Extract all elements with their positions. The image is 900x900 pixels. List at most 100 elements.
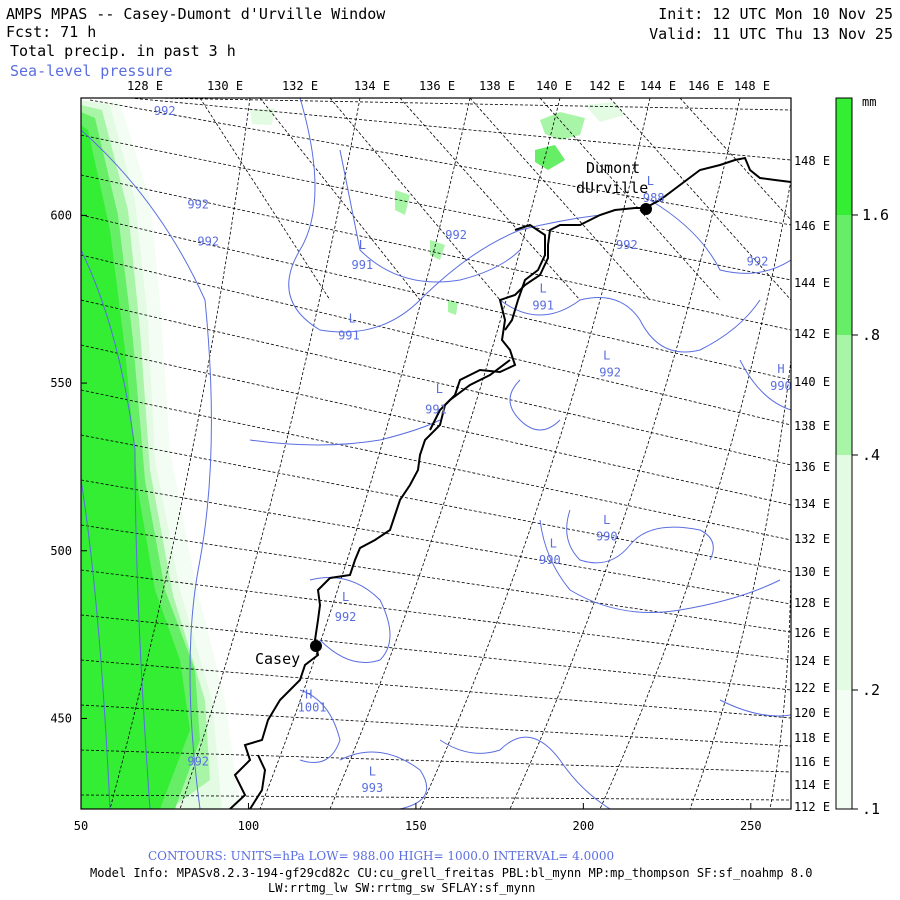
pressure-label: 991 <box>351 258 373 272</box>
model-info: Model Info: MPASv8.2.3-194-gf29cd82c CU:… <box>90 866 812 880</box>
right-longitude-label: 136 E <box>794 460 830 474</box>
top-longitude-label: 140 E <box>536 79 572 93</box>
pressure-label: L <box>359 238 366 252</box>
pressure-label: 992 <box>616 238 638 252</box>
pressure-contours <box>81 98 791 809</box>
right-longitude-label: 118 E <box>794 731 830 745</box>
pressure-label: 991 <box>338 328 360 342</box>
right-longitude-label: 124 E <box>794 654 830 668</box>
x-tick-label: 100 <box>238 819 260 833</box>
x-tick-label: 150 <box>405 819 427 833</box>
right-longitude-label: 132 E <box>794 532 830 546</box>
y-tick-label: 550 <box>50 376 72 390</box>
pressure-label: 992 <box>599 365 621 379</box>
valid-time: Valid: 11 UTC Thu 13 Nov 25 <box>649 25 893 43</box>
right-longitude-label: 130 E <box>794 565 830 579</box>
right-longitude-label: 114 E <box>794 778 830 792</box>
colorbar-unit: mm <box>862 95 876 109</box>
pressure-label: L <box>540 282 547 296</box>
right-longitude-label: 142 E <box>794 327 830 341</box>
right-longitude-label: 122 E <box>794 681 830 695</box>
x-tick-label: 200 <box>573 819 595 833</box>
pressure-label: 992 <box>187 754 209 768</box>
pressure-label: L <box>647 174 654 188</box>
pressure-label: 991 <box>532 298 554 312</box>
top-longitude-label: 130 E <box>207 79 243 93</box>
right-longitude-label: 138 E <box>794 419 830 433</box>
pressure-label: 992 <box>154 104 176 118</box>
contour-info: CONTOURS: UNITS=hPa LOW= 988.00 HIGH= 10… <box>148 849 614 863</box>
top-longitude-label: 128 E <box>127 79 163 93</box>
colorbar-label: 1.6 <box>862 206 889 224</box>
top-longitude-label: 132 E <box>282 79 318 93</box>
colorbar-swatch <box>836 690 852 809</box>
pressure-label: L <box>342 590 349 604</box>
colorbar-label: .4 <box>862 446 880 464</box>
pressure-label: 990 <box>539 553 561 567</box>
y-tick-label: 500 <box>50 544 72 558</box>
pressure-label: 992 <box>197 235 219 249</box>
dumont-durville-marker <box>640 203 652 215</box>
colorbar-swatch <box>836 455 852 690</box>
pressure-label: H <box>305 687 312 701</box>
right-longitude-label: 144 E <box>794 276 830 290</box>
pressure-label: L <box>369 764 376 778</box>
y-tick-label: 600 <box>50 208 72 222</box>
pressure-label: 990 <box>770 379 792 393</box>
pressure-label: 1001 <box>298 701 327 715</box>
pressure-label: 990 <box>596 530 618 544</box>
pressure-label: 993 <box>362 781 384 795</box>
x-tick-label: 50 <box>74 819 88 833</box>
pressure-label: 991 <box>425 402 447 416</box>
pressure-label: L <box>603 513 610 527</box>
right-longitude-label: 128 E <box>794 596 830 610</box>
top-longitude-labels: 128 E 130 E 132 E 134 E 136 E 138 E 140 E 142 E… <box>127 79 770 93</box>
pressure-label: L <box>603 349 610 363</box>
right-longitude-label: 126 E <box>794 626 830 640</box>
pressure-labels: 992 992 992 992 992 992 L 991 L 991 L 991 L 991 L 992 L 9… <box>154 104 792 795</box>
top-longitude-label: 134 E <box>354 79 390 93</box>
casey-marker <box>310 640 322 652</box>
right-longitude-label: 116 E <box>794 755 830 769</box>
pressure-label: H <box>777 362 784 376</box>
station-label-casey: Casey <box>255 650 300 668</box>
right-longitude-label: 146 E <box>794 219 830 233</box>
station-label-durville: dUrville <box>576 179 648 197</box>
colorbar-label: .1 <box>862 800 880 818</box>
top-longitude-label: 138 E <box>479 79 515 93</box>
colorbar: mm 1.6 .8 .4 .2 .1 <box>835 95 889 818</box>
colorbar-swatch <box>836 215 852 335</box>
pressure-label: L <box>436 382 443 396</box>
overlay-name: Sea-level pressure <box>10 62 173 80</box>
colorbar-label: .2 <box>862 681 880 699</box>
model-info-physics: LW:rrtmg_lw SW:rrtmg_sw SFLAY:sf_mynn <box>268 881 535 895</box>
map-title: AMPS MPAS -- Casey-Dumont d'Urville Wind… <box>6 5 386 23</box>
right-longitude-label: 140 E <box>794 375 830 389</box>
pressure-label: 992 <box>187 198 209 212</box>
field-name: Total precip. in past 3 h <box>10 42 236 60</box>
top-longitude-label: 142 E <box>589 79 625 93</box>
pressure-label: 988 <box>643 191 665 205</box>
init-time: Init: 12 UTC Mon 10 Nov 25 <box>658 5 893 23</box>
pressure-label: 992 <box>747 255 769 269</box>
right-longitude-labels: 148 E 146 E 144 E 142 E 140 E 138 E 136 E 134 E… <box>794 154 830 814</box>
right-longitude-label: 120 E <box>794 706 830 720</box>
pressure-label: 992 <box>335 610 357 624</box>
top-longitude-label: 136 E <box>419 79 455 93</box>
right-longitude-label: 112 E <box>794 800 830 814</box>
plot-frame <box>80 97 792 810</box>
right-longitude-label: 134 E <box>794 497 830 511</box>
x-tick-label: 250 <box>740 819 762 833</box>
forecast-hour: Fcst: 71 h <box>6 23 96 41</box>
station-label-dumont: Dumont <box>586 159 640 177</box>
right-longitude-label: 148 E <box>794 154 830 168</box>
pressure-label: 992 <box>445 228 467 242</box>
pressure-label: L <box>550 536 557 550</box>
colorbar-swatch <box>836 335 852 455</box>
top-longitude-label: 146 E <box>688 79 724 93</box>
colorbar-swatch <box>836 98 852 215</box>
y-axis: 450 500 550 600 <box>50 208 87 725</box>
x-axis: 50 100 150 200 250 <box>74 803 762 833</box>
